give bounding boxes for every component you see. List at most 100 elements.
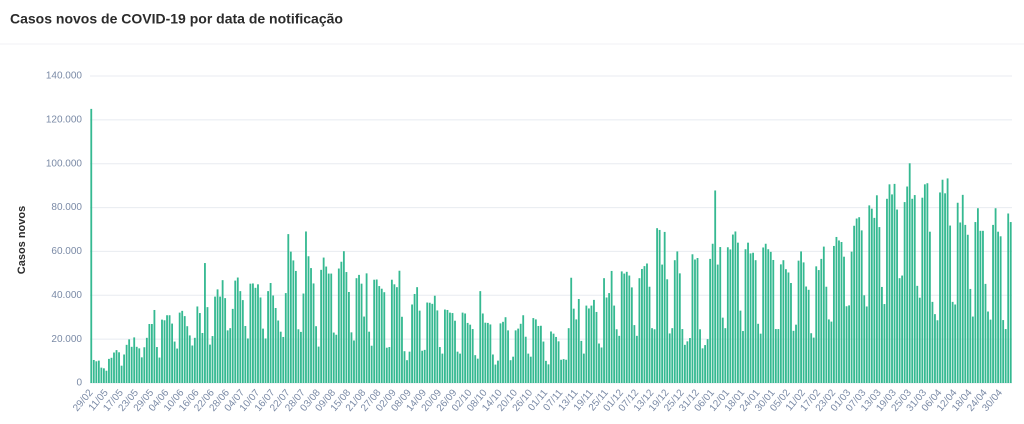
bar	[838, 240, 840, 383]
bar	[790, 283, 792, 383]
bar	[446, 309, 449, 383]
bar	[648, 286, 651, 383]
bar	[651, 328, 653, 383]
bar	[150, 324, 153, 383]
bar	[878, 227, 881, 383]
bar	[158, 357, 161, 383]
bar	[411, 304, 413, 383]
bar	[800, 251, 802, 383]
bar	[1007, 213, 1010, 383]
y-tick-label: 100.000	[46, 158, 83, 169]
bar	[173, 341, 176, 383]
bar	[178, 312, 181, 383]
bar	[974, 222, 977, 383]
bar	[163, 320, 166, 383]
bar	[694, 259, 696, 383]
bar	[259, 297, 262, 383]
bar	[729, 249, 732, 383]
bar	[108, 358, 110, 383]
bar	[979, 230, 982, 383]
bar	[903, 202, 906, 383]
bar	[370, 345, 373, 383]
bar	[724, 328, 727, 383]
bar	[982, 230, 984, 383]
bar	[257, 284, 259, 383]
y-tick-label: 140.000	[46, 71, 83, 82]
bar	[913, 195, 916, 383]
bar	[683, 344, 686, 383]
bar	[959, 222, 962, 383]
bar	[716, 264, 719, 383]
bar	[782, 260, 785, 383]
bar	[342, 251, 345, 383]
bar	[625, 271, 628, 383]
bar	[284, 293, 287, 383]
bar	[997, 231, 1000, 383]
bar	[673, 260, 676, 383]
bar	[166, 315, 168, 383]
bar	[600, 347, 603, 383]
bar	[118, 352, 120, 383]
bar	[365, 273, 368, 383]
bar	[545, 360, 547, 383]
bar	[459, 353, 461, 383]
bar	[110, 357, 113, 383]
bar	[759, 333, 762, 383]
bar	[246, 338, 249, 383]
bar	[671, 328, 674, 383]
bar	[570, 277, 573, 383]
bar	[441, 353, 444, 383]
bar	[320, 269, 323, 383]
bar	[353, 340, 355, 383]
bar	[638, 278, 641, 383]
bar	[148, 324, 151, 383]
bar	[360, 283, 363, 383]
bar	[858, 217, 861, 383]
bar	[934, 314, 936, 383]
bar	[779, 264, 782, 383]
bar	[433, 295, 436, 383]
bar	[641, 268, 643, 383]
bar	[168, 315, 171, 383]
bar	[337, 268, 340, 383]
y-tick-label: 40.000	[51, 290, 82, 301]
bar	[630, 287, 633, 383]
bar	[282, 336, 285, 383]
bar	[92, 359, 95, 383]
bar	[999, 236, 1002, 383]
bar	[198, 313, 201, 383]
bar	[229, 328, 232, 383]
bar	[964, 224, 967, 383]
bar	[219, 296, 221, 383]
bar	[292, 260, 295, 383]
bar	[792, 330, 795, 383]
bar	[234, 280, 237, 383]
bar	[507, 330, 509, 383]
bar	[926, 183, 929, 383]
bar	[1004, 329, 1007, 383]
bar	[489, 324, 492, 383]
bar	[923, 184, 926, 383]
bar	[176, 348, 179, 383]
bar	[582, 353, 585, 383]
bar	[90, 108, 93, 384]
bar	[406, 360, 408, 383]
bar	[431, 303, 434, 383]
bar	[875, 195, 878, 383]
bar	[396, 287, 398, 383]
bar	[840, 241, 843, 383]
bar	[274, 308, 277, 383]
bar	[517, 328, 520, 383]
bar	[961, 194, 964, 383]
bar	[312, 283, 315, 383]
bar	[787, 272, 790, 383]
bar	[825, 286, 828, 383]
y-tick-label: 60.000	[51, 246, 82, 257]
bar	[390, 279, 393, 383]
bar	[774, 329, 777, 383]
bar	[262, 328, 264, 383]
bar	[714, 190, 717, 383]
bar	[704, 345, 706, 383]
bar	[711, 243, 714, 383]
bar	[315, 326, 317, 383]
